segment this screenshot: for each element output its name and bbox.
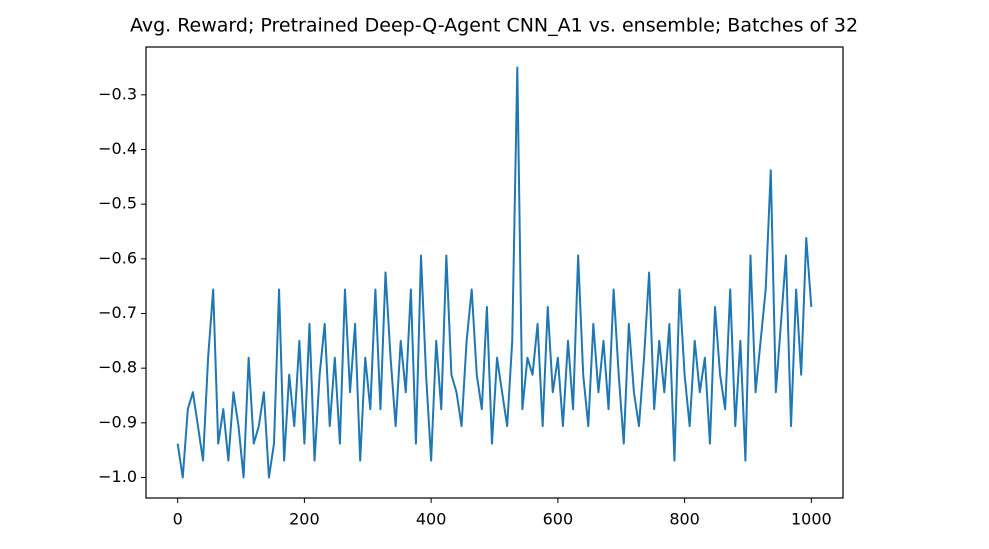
- plot-frame: [145, 46, 844, 499]
- x-tick-label: 1000: [791, 510, 832, 529]
- y-tick-label: −0.8: [98, 358, 137, 377]
- x-tick-label: 800: [669, 510, 700, 529]
- y-tick-label: −0.5: [98, 194, 137, 213]
- x-tick-label: 600: [543, 510, 574, 529]
- y-tick-label: −0.7: [98, 303, 137, 322]
- x-tick-label: 200: [289, 510, 320, 529]
- data-line: [176, 66, 813, 479]
- y-tick-label: −0.3: [98, 84, 137, 103]
- chart-title: Avg. Reward; Pretrained Deep-Q-Agent CNN…: [130, 15, 858, 37]
- x-tick-label: 0: [173, 510, 183, 529]
- y-tick-label: −0.9: [98, 412, 137, 431]
- x-tick-label: 400: [416, 510, 447, 529]
- y-tick-label: −0.6: [98, 248, 137, 267]
- y-tick-label: −1.0: [98, 467, 137, 486]
- y-tick-label: −0.4: [98, 139, 137, 158]
